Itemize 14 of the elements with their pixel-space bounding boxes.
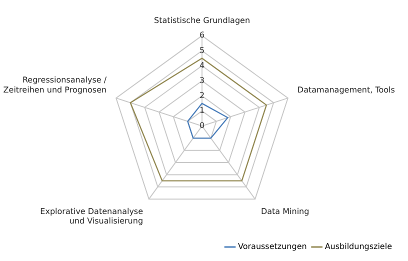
y-tick-label: 6 — [199, 30, 205, 40]
y-tick-label: 1 — [199, 106, 205, 116]
legend-label: Voraussetzungen — [238, 242, 307, 252]
y-tick-label: 5 — [199, 46, 205, 55]
y-tick-label: 4 — [199, 60, 205, 70]
y-tick-label: 0 — [199, 121, 205, 130]
legend-label: Ausbildungsziele — [324, 242, 392, 252]
y-tick-label: 2 — [199, 90, 205, 100]
spoke-label: Datamanagement, Tools — [297, 85, 395, 94]
spoke-label: Regressionsanalyse / Zeitreihen und Prognosen — [3, 76, 107, 94]
spoke-label: Statistische Grundlagen — [154, 16, 250, 25]
spoke-label: Explorative Datenanalyse und Visualisierung — [40, 207, 144, 226]
y-tick-label: 3 — [199, 76, 205, 85]
spoke-label: Data Mining — [260, 207, 310, 216]
